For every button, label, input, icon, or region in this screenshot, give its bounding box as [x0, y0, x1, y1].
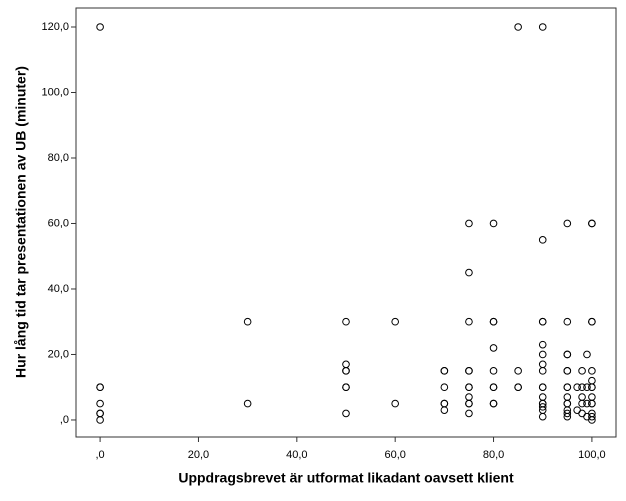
point [538, 403, 547, 411]
x-tick-label: 100,0 [578, 449, 606, 461]
x-tick-label: 60,0 [384, 449, 405, 461]
point [538, 23, 547, 31]
point [440, 367, 449, 375]
point [342, 367, 350, 375]
plot-frame [75, 7, 617, 438]
point [440, 383, 449, 392]
point [514, 367, 522, 375]
point [514, 23, 522, 31]
point [489, 317, 498, 326]
point [489, 367, 498, 375]
point [563, 219, 572, 228]
point [465, 383, 473, 392]
point [342, 409, 350, 418]
point [563, 317, 572, 326]
point [578, 367, 586, 375]
point [465, 268, 473, 277]
point [578, 399, 586, 408]
point [465, 399, 473, 408]
point [583, 399, 591, 408]
point [563, 367, 572, 375]
point [588, 383, 596, 392]
point [578, 383, 586, 392]
y-tick-label: 120,0 [41, 21, 69, 33]
point [588, 317, 596, 326]
point [342, 317, 350, 326]
point [391, 317, 399, 326]
point [538, 236, 547, 244]
point [588, 367, 596, 375]
point [465, 219, 473, 228]
point [563, 412, 572, 421]
point [538, 412, 547, 421]
y-tick-label: 80,0 [48, 152, 69, 164]
point [96, 23, 104, 31]
point [489, 399, 498, 408]
x-tick-label: 20,0 [188, 449, 209, 461]
y-tick-label: 100,0 [41, 86, 69, 98]
point [489, 344, 498, 352]
point [588, 219, 596, 228]
x-axis-title: Uppdragsbrevet är utformat likadant oavs… [178, 470, 514, 486]
point [563, 350, 572, 359]
point [243, 399, 252, 408]
y-tick-label: 20,0 [48, 348, 69, 360]
point [96, 383, 104, 392]
point [465, 367, 473, 375]
point [243, 317, 252, 326]
point [465, 409, 473, 418]
point [440, 406, 449, 414]
point [588, 416, 596, 424]
y-axis-title: Hur lång tid tar presentationen av UB (m… [13, 66, 29, 378]
point [588, 412, 596, 421]
y-tick-label: 40,0 [48, 283, 69, 295]
point [588, 399, 596, 408]
point [96, 416, 104, 424]
point [514, 383, 522, 392]
point [583, 350, 591, 359]
point [583, 383, 591, 392]
point [538, 317, 547, 326]
point [391, 399, 399, 408]
point [96, 399, 104, 408]
point [538, 350, 547, 359]
y-tick-label: ,0 [60, 414, 69, 426]
x-tick-label: 80,0 [483, 449, 504, 461]
point [563, 383, 572, 392]
point [538, 367, 547, 375]
point [489, 219, 498, 228]
point [563, 409, 572, 418]
x-tick-label: 40,0 [286, 449, 307, 461]
point [342, 383, 350, 392]
x-tick-label: ,0 [96, 449, 105, 461]
point [538, 383, 547, 392]
point [489, 383, 498, 392]
y-tick-label: 60,0 [48, 217, 69, 229]
point [465, 317, 473, 326]
point [538, 340, 547, 349]
point [573, 383, 581, 392]
